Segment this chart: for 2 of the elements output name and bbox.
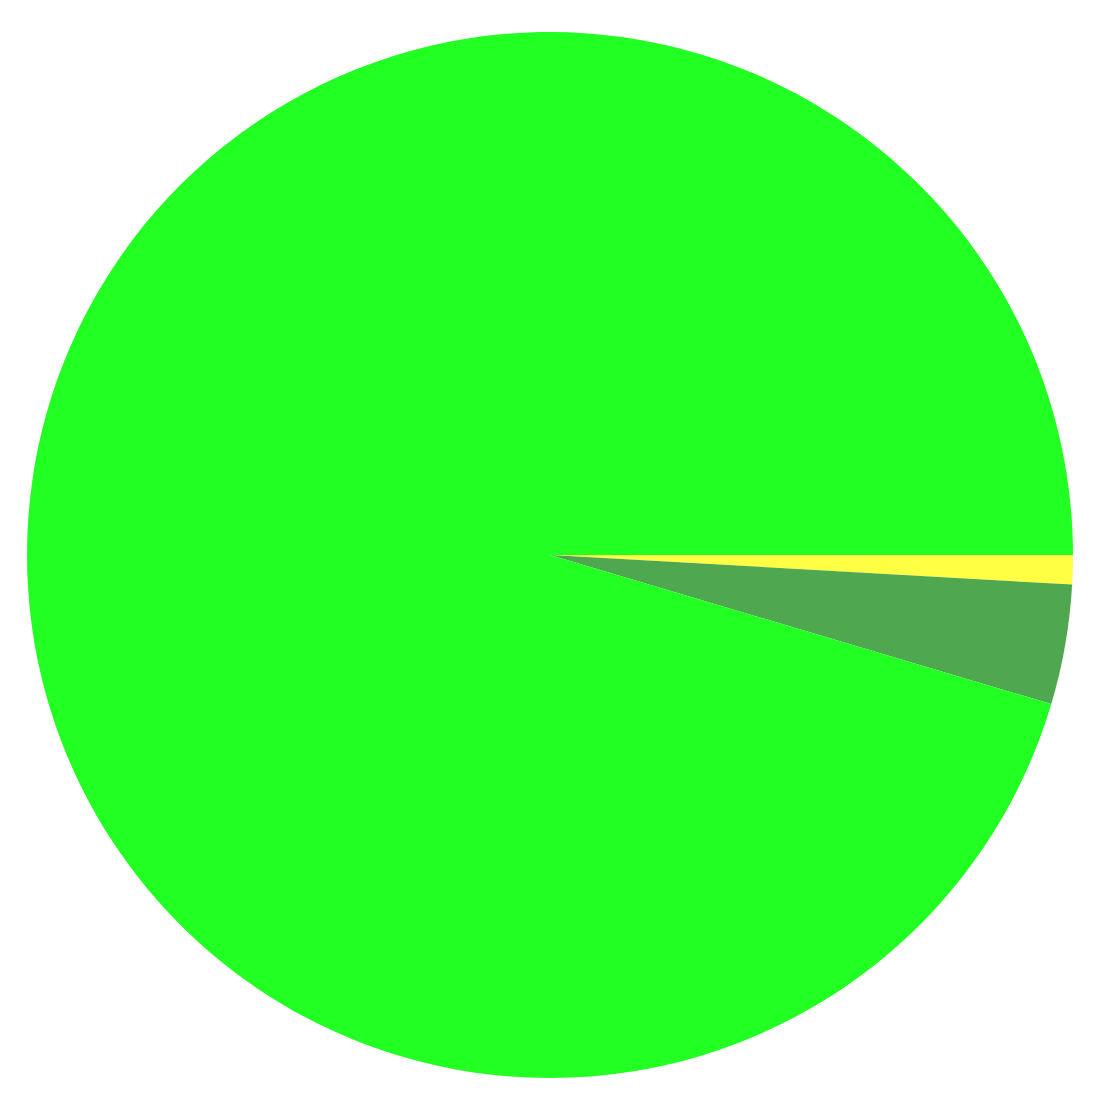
pie-slice (550, 555, 1073, 705)
pie-slice (27, 32, 1073, 1078)
